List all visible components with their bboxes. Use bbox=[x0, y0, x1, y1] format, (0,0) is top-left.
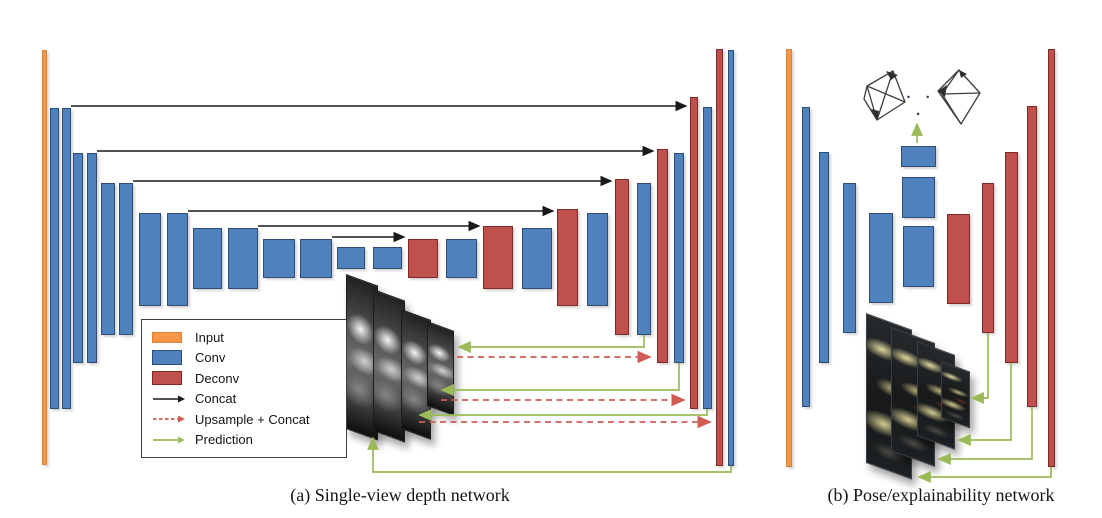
deconv-bar bbox=[690, 97, 698, 409]
input-swatch bbox=[152, 331, 182, 343]
concat-arrow-icon bbox=[153, 395, 185, 403]
conv-bar bbox=[167, 213, 188, 306]
legend-item-deconv: Deconv bbox=[152, 369, 336, 387]
legend-label: Deconv bbox=[195, 370, 240, 386]
legend-label: Upsample + Concat bbox=[195, 411, 310, 427]
deconv-bar bbox=[1005, 152, 1018, 363]
camera-frustum-icon bbox=[937, 69, 981, 125]
legend-item-conv: Conv bbox=[152, 349, 336, 367]
conv-bar bbox=[373, 247, 402, 269]
conv-bar bbox=[802, 107, 810, 407]
conv-bar bbox=[522, 228, 552, 289]
caption-a: (a) Single-view depth network bbox=[290, 485, 510, 505]
conv-bar bbox=[819, 152, 829, 363]
conv-bar bbox=[139, 213, 161, 306]
prediction-arrow bbox=[440, 363, 680, 396]
camera-frustum-icon bbox=[863, 70, 906, 121]
caption-b: (b) Pose/explainability network bbox=[827, 485, 1055, 505]
deconv-bar bbox=[1048, 49, 1055, 467]
deconv-bar bbox=[982, 183, 994, 333]
conv-bar bbox=[902, 177, 935, 218]
conv-bar bbox=[228, 228, 258, 289]
prediction-arrow-icon bbox=[153, 436, 185, 444]
conv-bar bbox=[901, 146, 936, 167]
conv-bar bbox=[703, 107, 712, 409]
deconv-swatch bbox=[152, 371, 182, 386]
conv-bar bbox=[50, 108, 59, 409]
deconv-bar bbox=[557, 209, 578, 306]
conv-bar bbox=[87, 153, 97, 363]
conv-bar bbox=[263, 239, 295, 278]
conv-bar bbox=[300, 239, 332, 278]
conv-bar bbox=[903, 226, 934, 287]
conv-bar bbox=[337, 247, 365, 269]
conv-bar bbox=[869, 213, 893, 303]
explainability-mask-image bbox=[941, 361, 970, 429]
legend-label: Prediction bbox=[195, 432, 253, 448]
conv-bar bbox=[637, 183, 651, 335]
upsample-concat-arrow-icon bbox=[153, 415, 185, 423]
deconv-bar bbox=[483, 226, 513, 289]
conv-bar bbox=[446, 239, 477, 278]
legend-item-upsample-concat: Upsample + Concat bbox=[152, 410, 336, 428]
deconv-bar bbox=[408, 239, 438, 278]
conv-bar bbox=[843, 183, 856, 333]
prediction-arrow bbox=[457, 335, 645, 353]
legend-item-concat: Concat bbox=[152, 390, 336, 408]
conv-bar bbox=[674, 153, 684, 363]
conv-bar bbox=[587, 213, 608, 306]
prediction-arrow bbox=[917, 467, 1052, 483]
deconv-bar bbox=[716, 49, 723, 466]
legend-label: Input bbox=[195, 329, 224, 345]
conv-bar bbox=[193, 228, 222, 289]
conv-swatch bbox=[152, 350, 182, 366]
prediction-arrow bbox=[970, 333, 989, 404]
legend-label: Conv bbox=[195, 350, 226, 366]
prediction-arrow bbox=[418, 409, 708, 421]
input-bar bbox=[42, 50, 47, 465]
legend-item-input: Input bbox=[152, 328, 336, 346]
input-bar bbox=[786, 49, 792, 467]
legend-label: Concat bbox=[195, 391, 237, 407]
depth-map-image bbox=[427, 321, 454, 416]
deconv-bar bbox=[1027, 106, 1037, 407]
ellipsis-dots: · · · bbox=[906, 89, 936, 123]
deconv-bar bbox=[657, 149, 668, 363]
conv-bar bbox=[728, 50, 734, 466]
deconv-bar bbox=[947, 214, 970, 304]
conv-bar bbox=[62, 108, 71, 409]
deconv-bar bbox=[615, 179, 629, 335]
prediction-arrow bbox=[367, 436, 732, 473]
legend-item-prediction: Prediction bbox=[152, 431, 336, 449]
legend: Input Conv Deconv Concat bbox=[141, 319, 347, 458]
conv-bar bbox=[73, 153, 83, 363]
conv-bar bbox=[119, 183, 133, 335]
conv-bar bbox=[101, 183, 115, 335]
